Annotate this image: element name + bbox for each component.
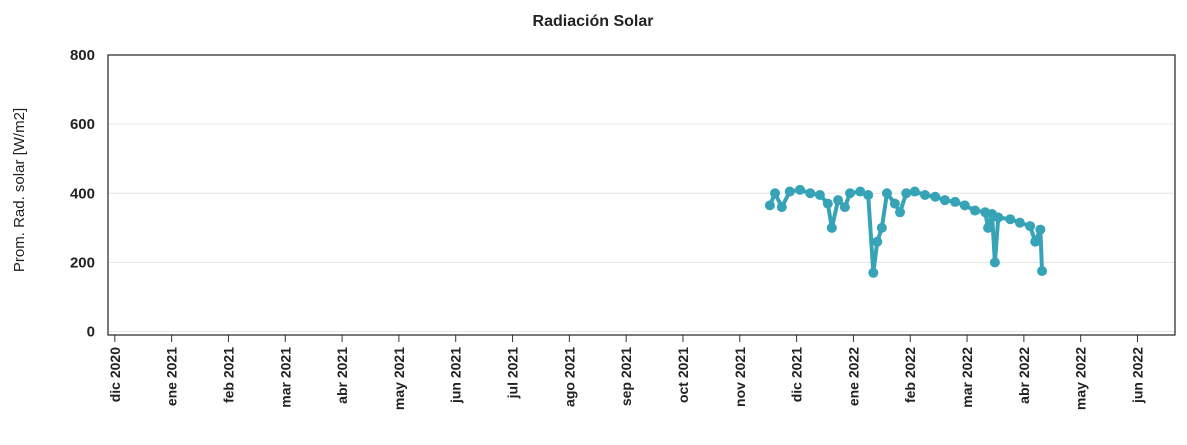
x-tick-label: abr 2021 [334,347,350,404]
point [895,207,906,218]
y-axis-label: Prom. Rad. solar [W/m2] [11,108,28,272]
point [920,190,931,200]
point [881,188,892,199]
point [959,200,970,211]
y-tick-label: 600 [70,116,95,133]
point [930,191,941,202]
x-tick-label: feb 2021 [220,347,236,403]
x-tick-label: mar 2021 [277,347,293,408]
point [855,186,866,197]
y-tick-label: 800 [70,47,95,64]
x-tick-label: nov 2021 [732,347,748,407]
point [1030,236,1041,247]
y-tick-label: 200 [70,254,95,271]
point [909,186,920,197]
point [939,195,950,206]
point [770,188,781,199]
point [822,198,833,209]
point [764,200,775,211]
point [795,184,806,195]
x-tick-label: ene 2021 [164,347,180,406]
point [776,202,787,213]
chart-title: Radiación Solar [533,13,654,30]
plot-frame [107,54,1176,336]
point [993,212,1004,223]
x-tick-label: dic 2021 [789,347,805,402]
x-tick-label: jun 2021 [448,347,464,404]
y-tick-label: 0 [87,324,95,341]
point [989,257,1000,268]
point [826,222,837,233]
point [805,188,816,199]
point [950,196,961,207]
point [1014,217,1025,228]
point [845,188,856,199]
point [1005,214,1016,225]
x-tick-label: jun 2022 [1130,347,1146,404]
x-tick-label: abr 2022 [1016,347,1032,404]
x-tick-label: jul 2021 [505,347,521,400]
x-tick-label: feb 2022 [902,347,918,403]
point [1035,224,1046,235]
x-tick-label: mar 2022 [959,347,975,408]
point [868,267,879,278]
x-tick-label: oct 2021 [675,347,691,403]
x-tick-label: ago 2021 [561,347,577,407]
x-tick-label: may 2022 [1073,347,1089,410]
point [983,222,994,233]
point [901,188,912,199]
x-tick-label: dic 2020 [107,347,123,402]
x-tick-label: ene 2022 [845,347,861,406]
point [970,205,981,216]
series-line [768,187,1045,275]
point [839,202,850,213]
point [814,190,825,200]
point [784,186,795,197]
point [1025,221,1036,232]
point [889,198,900,209]
x-tick-label: sep 2021 [618,347,634,406]
point [876,222,887,233]
y-tick-label: 400 [70,185,95,202]
x-tick-label: may 2021 [391,347,407,410]
point [863,190,874,200]
point [872,236,883,247]
point [1037,266,1048,277]
point [833,195,844,206]
